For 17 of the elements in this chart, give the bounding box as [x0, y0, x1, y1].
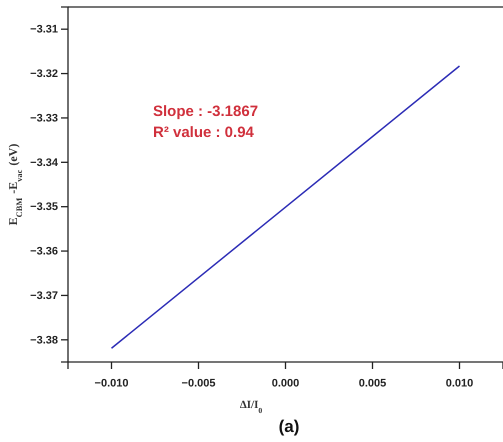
x-tick-label: −0.010	[94, 377, 128, 390]
x-axis-title: ΔI/I$_{0}$	[240, 399, 262, 414]
y-tick-label: −3.31	[30, 24, 58, 36]
y-tick-label: −3.32	[30, 68, 58, 80]
annotation: R² value : 0.94	[153, 124, 255, 141]
y-tick-label: −3.38	[30, 334, 58, 346]
y-tick-label: −3.33	[30, 112, 58, 124]
y-tick-label: −3.34	[30, 156, 59, 169]
x-tick-label: 0.000	[272, 377, 300, 390]
y-tick-label: −3.35	[30, 201, 58, 214]
annotation: Slope : -3.1867	[153, 103, 258, 120]
y-tick-label: −3.36	[30, 246, 58, 258]
x-tick-label: 0.010	[446, 377, 474, 390]
x-tick-label: 0.005	[358, 377, 386, 390]
x-tick-label: −0.005	[182, 377, 216, 390]
y-tick-label: −3.37	[30, 290, 58, 302]
text: (a)	[278, 417, 300, 436]
